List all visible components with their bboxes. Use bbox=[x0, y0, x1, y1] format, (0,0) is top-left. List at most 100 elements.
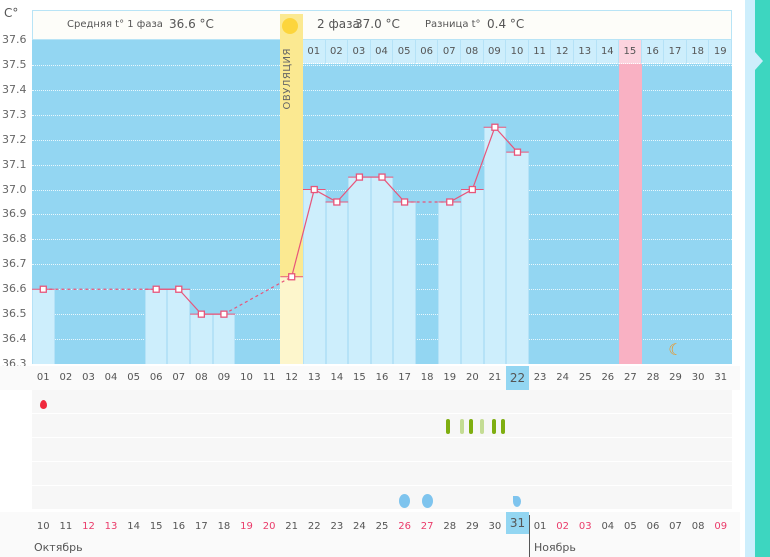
date-label[interactable]: 12 bbox=[82, 521, 95, 532]
data-point bbox=[446, 198, 454, 206]
day-label[interactable]: 17 bbox=[398, 372, 411, 383]
date-label[interactable]: 26 bbox=[398, 521, 411, 532]
date-label[interactable]: 14 bbox=[127, 521, 140, 532]
day-label[interactable]: 23 bbox=[533, 372, 547, 383]
day-label[interactable]: 24 bbox=[556, 372, 569, 383]
day-label[interactable]: 09 bbox=[217, 372, 231, 383]
day-label[interactable]: 07 bbox=[172, 372, 186, 383]
data-point bbox=[468, 185, 476, 194]
water-drop-icon[interactable] bbox=[399, 494, 411, 508]
date-label[interactable]: 13 bbox=[104, 521, 118, 532]
test-strip-icon[interactable] bbox=[460, 419, 464, 434]
line-segment bbox=[381, 176, 406, 203]
day-label[interactable]: 27 bbox=[624, 372, 637, 383]
date-label[interactable]: 03 bbox=[578, 521, 592, 532]
date-label[interactable]: 02 bbox=[556, 521, 569, 532]
date-label[interactable]: 04 bbox=[601, 521, 615, 532]
day-label[interactable]: 31 bbox=[714, 372, 728, 383]
date-label[interactable]: 23 bbox=[330, 521, 344, 532]
blood-drop-icon[interactable] bbox=[40, 400, 47, 409]
test-strip-icon[interactable] bbox=[446, 419, 451, 434]
day-label[interactable]: 02 bbox=[59, 372, 73, 383]
day-label[interactable]: 21 bbox=[488, 372, 502, 383]
scrollbar[interactable] bbox=[745, 0, 755, 557]
day-label[interactable]: 19 bbox=[443, 372, 457, 383]
day-label[interactable]: 16 bbox=[375, 372, 389, 383]
date-label[interactable]: 24 bbox=[353, 521, 366, 532]
temperature-bar[interactable] bbox=[461, 189, 484, 364]
temperature-bar[interactable] bbox=[302, 189, 326, 364]
day-label[interactable]: 03 bbox=[82, 372, 95, 383]
temperature-bar[interactable] bbox=[370, 177, 394, 364]
day-label[interactable]: 01 bbox=[36, 372, 50, 383]
temperature-bar[interactable] bbox=[167, 289, 191, 364]
temperature-bar[interactable] bbox=[348, 177, 371, 364]
day-label[interactable]: 06 bbox=[149, 372, 163, 383]
date-label[interactable]: 16 bbox=[172, 521, 186, 532]
date-label[interactable]: 17 bbox=[194, 521, 208, 532]
date-label[interactable]: 25 bbox=[375, 521, 389, 532]
cycle-day-label: 12 bbox=[551, 40, 574, 64]
date-label[interactable]: 29 bbox=[465, 521, 479, 532]
date-label[interactable]: 31 bbox=[506, 512, 529, 534]
temperature-bar[interactable] bbox=[506, 152, 529, 364]
date-label[interactable]: 08 bbox=[691, 521, 705, 532]
day-label[interactable]: 28 bbox=[646, 372, 660, 383]
date-label[interactable]: 10 bbox=[36, 521, 50, 532]
day-label[interactable]: 29 bbox=[669, 372, 682, 383]
date-label[interactable]: 27 bbox=[420, 521, 434, 532]
line-segment bbox=[291, 189, 315, 277]
temperature-bar[interactable] bbox=[325, 202, 349, 364]
day-label[interactable]: 14 bbox=[330, 372, 344, 383]
month-october: Октябрь bbox=[34, 541, 83, 554]
date-label[interactable]: 09 bbox=[714, 521, 728, 532]
date-label[interactable]: 01 bbox=[533, 521, 547, 532]
temperature-bar[interactable] bbox=[32, 289, 55, 364]
test-strip-icon[interactable] bbox=[500, 419, 505, 434]
cycle-day-label: 18 bbox=[686, 40, 710, 64]
date-label[interactable]: 30 bbox=[488, 521, 502, 532]
date-label[interactable]: 18 bbox=[217, 521, 231, 532]
date-label[interactable]: 11 bbox=[59, 521, 73, 532]
day-label[interactable]: 11 bbox=[262, 372, 276, 383]
temperature-bar[interactable] bbox=[144, 289, 168, 364]
temperature-bar[interactable] bbox=[190, 314, 213, 364]
temperature-bar[interactable] bbox=[438, 202, 462, 364]
y-tick-label: 37.4 bbox=[2, 82, 27, 96]
date-label[interactable]: 07 bbox=[669, 521, 682, 532]
date-label[interactable]: 19 bbox=[240, 521, 253, 532]
date-label[interactable]: 05 bbox=[624, 521, 637, 532]
day-label[interactable]: 30 bbox=[691, 372, 705, 383]
y-tick-label: 36.7 bbox=[2, 257, 27, 271]
test-strip-icon[interactable] bbox=[491, 419, 496, 434]
temperature-bar[interactable] bbox=[483, 127, 507, 364]
day-label[interactable]: 12 bbox=[285, 372, 299, 383]
current-day-label[interactable]: 22 bbox=[506, 366, 529, 390]
temperature-bar[interactable] bbox=[212, 314, 236, 364]
day-label[interactable]: 08 bbox=[194, 372, 208, 383]
cycle-day-label: 01 bbox=[302, 40, 326, 64]
date-label[interactable]: 06 bbox=[646, 521, 660, 532]
temperature-bar[interactable] bbox=[393, 202, 416, 364]
water-drop-icon[interactable] bbox=[421, 494, 433, 508]
day-label[interactable]: 26 bbox=[601, 372, 615, 383]
day-label[interactable]: 18 bbox=[420, 372, 434, 383]
day-label[interactable]: 25 bbox=[578, 372, 592, 383]
day-label[interactable]: 13 bbox=[307, 372, 321, 383]
drop-icon[interactable] bbox=[513, 496, 522, 507]
test-strip-icon[interactable] bbox=[469, 419, 474, 434]
date-label[interactable]: 22 bbox=[307, 521, 321, 532]
day-label[interactable]: 15 bbox=[353, 372, 366, 383]
date-label[interactable]: 15 bbox=[149, 521, 163, 532]
date-label[interactable]: 28 bbox=[443, 521, 457, 532]
test-strip-icon[interactable] bbox=[480, 419, 485, 434]
data-point bbox=[378, 173, 386, 181]
date-label[interactable]: 20 bbox=[262, 521, 276, 532]
day-label[interactable]: 10 bbox=[240, 372, 253, 383]
y-tick-label: 37.1 bbox=[2, 157, 27, 171]
next-panel-button[interactable] bbox=[755, 0, 770, 557]
day-label[interactable]: 04 bbox=[104, 372, 118, 383]
day-label[interactable]: 20 bbox=[465, 372, 479, 383]
date-label[interactable]: 21 bbox=[285, 521, 299, 532]
day-label[interactable]: 05 bbox=[127, 372, 140, 383]
